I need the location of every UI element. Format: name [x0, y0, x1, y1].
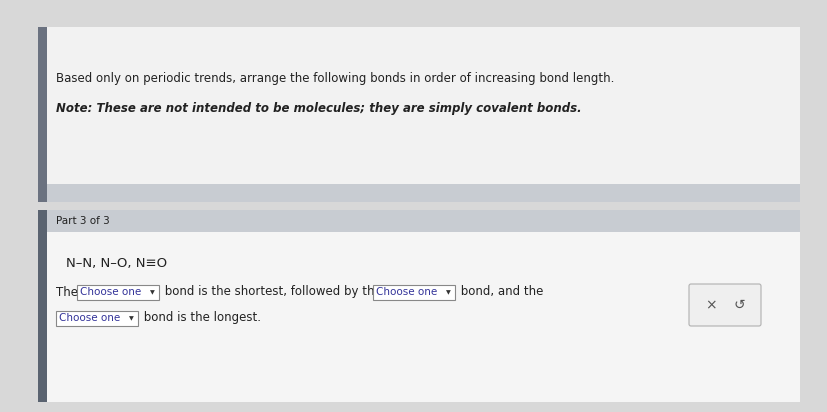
FancyBboxPatch shape [372, 285, 455, 300]
FancyBboxPatch shape [38, 210, 799, 402]
Text: ↺: ↺ [732, 298, 744, 312]
Text: ▼: ▼ [129, 316, 134, 321]
FancyBboxPatch shape [56, 311, 138, 325]
FancyBboxPatch shape [38, 210, 47, 402]
FancyBboxPatch shape [77, 285, 159, 300]
Text: bond is the shortest, followed by the: bond is the shortest, followed by the [160, 286, 385, 299]
Text: Part 3 of 3: Part 3 of 3 [56, 216, 110, 226]
Text: Choose one: Choose one [375, 287, 437, 297]
Text: bond, and the: bond, and the [457, 286, 543, 299]
Text: The: The [56, 286, 82, 299]
FancyBboxPatch shape [38, 27, 47, 202]
FancyBboxPatch shape [47, 184, 799, 202]
FancyBboxPatch shape [38, 27, 799, 202]
Text: ▼: ▼ [446, 290, 450, 295]
Text: Choose one: Choose one [59, 313, 120, 323]
Text: ▼: ▼ [150, 290, 155, 295]
FancyBboxPatch shape [688, 284, 760, 326]
Text: Choose one: Choose one [80, 287, 141, 297]
Text: bond is the longest.: bond is the longest. [140, 311, 261, 325]
Text: N–N, N–O, N≡O: N–N, N–O, N≡O [66, 258, 167, 271]
Text: ×: × [705, 298, 716, 312]
Text: Note: These are not intended to be molecules; they are simply covalent bonds.: Note: These are not intended to be molec… [56, 102, 581, 115]
FancyBboxPatch shape [47, 210, 799, 232]
Text: Based only on periodic trends, arrange the following bonds in order of increasin: Based only on periodic trends, arrange t… [56, 72, 614, 85]
